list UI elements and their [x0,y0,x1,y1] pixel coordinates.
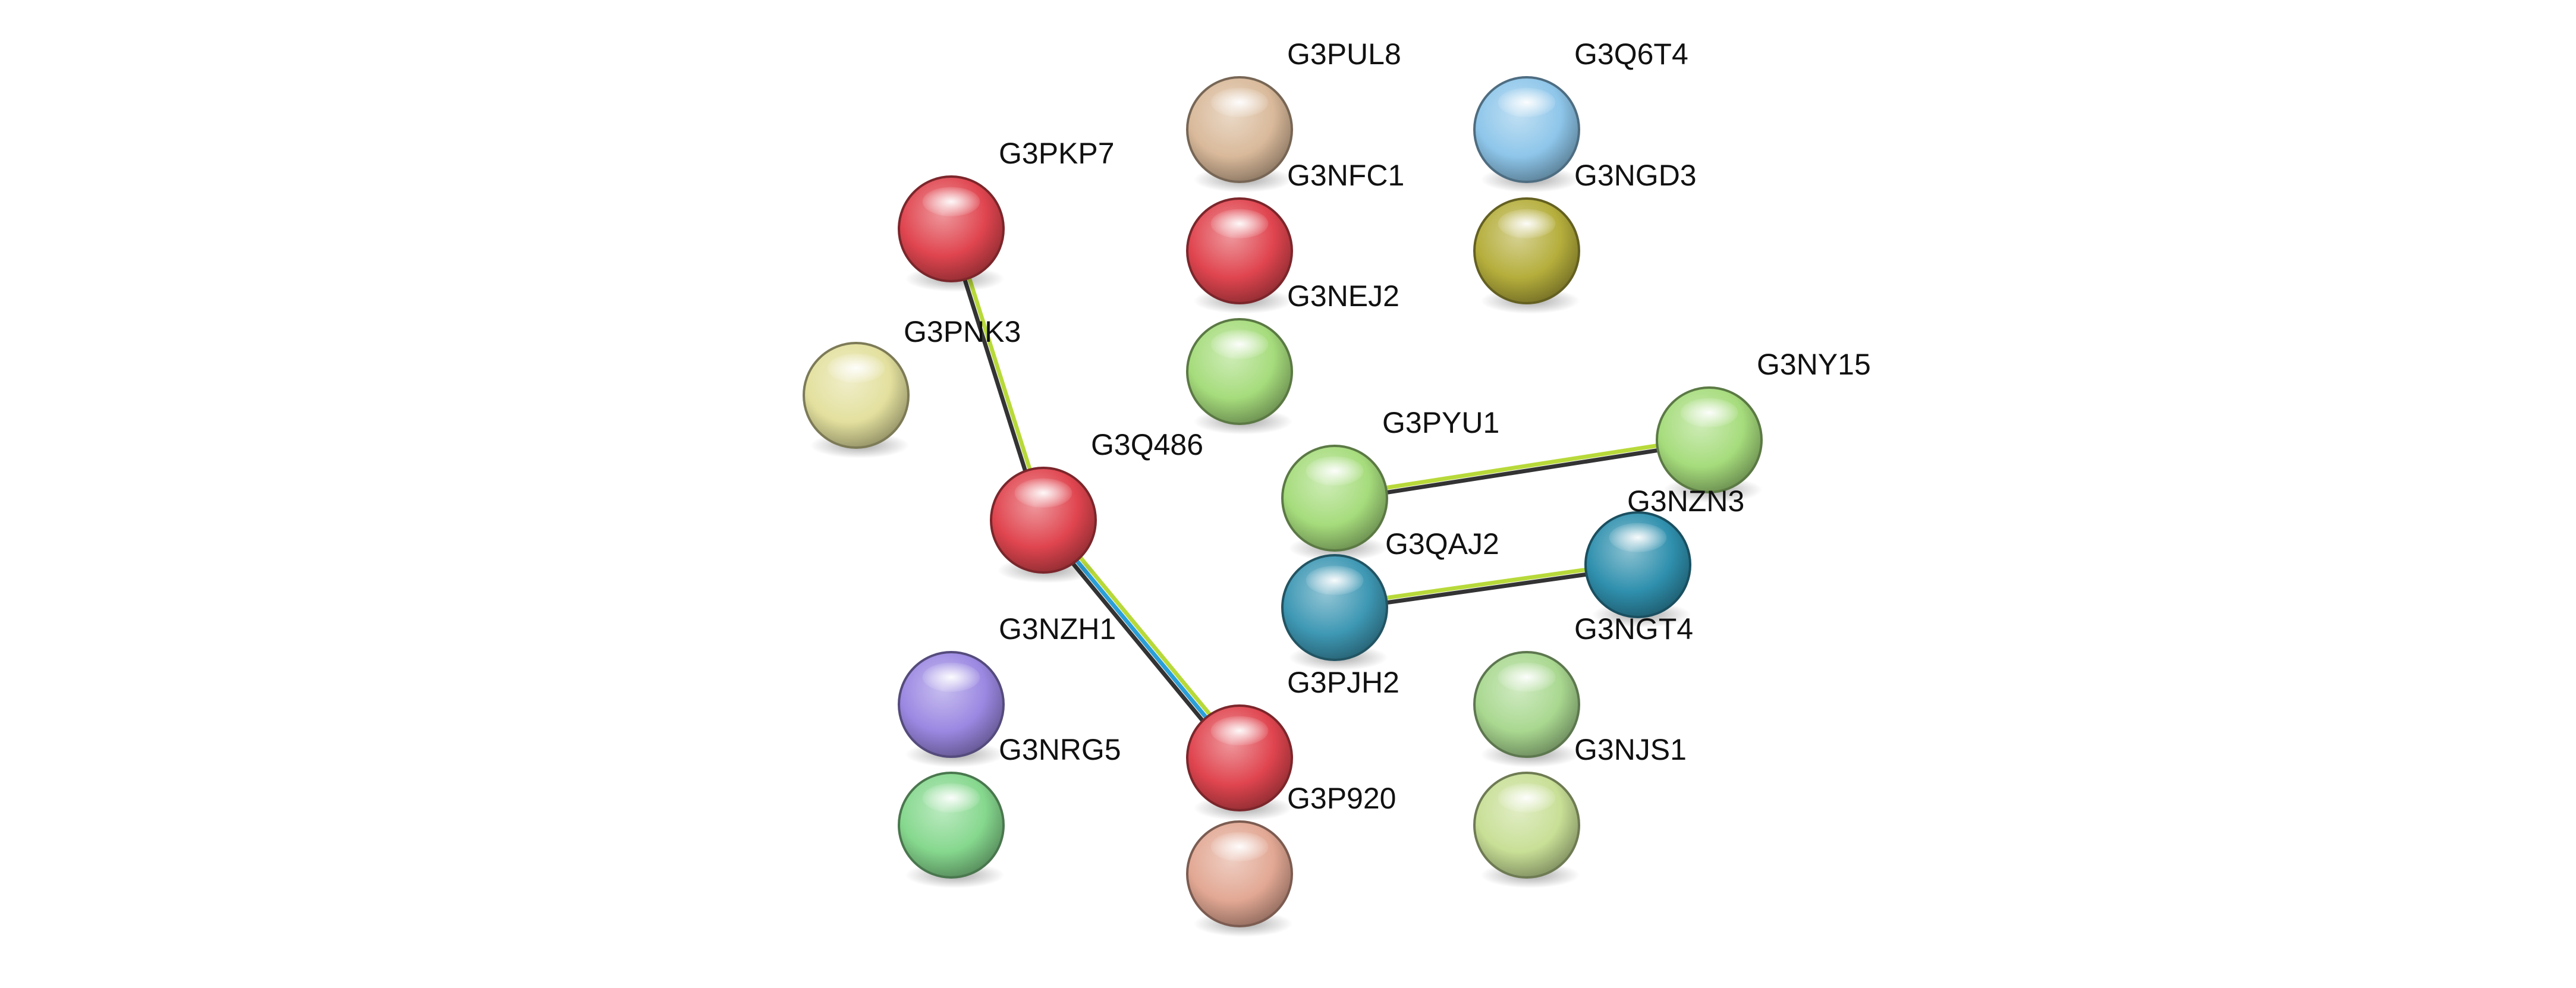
node-label: G3NZH1 [999,612,1116,646]
node-highlight [1210,329,1269,359]
node-g3ngt4[interactable]: G3NGT4 [1473,612,1693,767]
node-g3qaj2[interactable]: G3QAJ2 [1281,527,1499,671]
node-g3pkp7[interactable]: G3PKP7 [898,137,1115,292]
node-label: G3PKP7 [999,137,1115,170]
node-g3nej2[interactable]: G3NEJ2 [1186,279,1399,435]
node-label: G3Q486 [1091,428,1203,461]
node-highlight [1014,478,1072,508]
node-highlight [922,783,980,813]
node-highlight [1306,565,1364,595]
node-label: G3NY15 [1757,348,1871,381]
node-g3nzh1[interactable]: G3NZH1 [898,612,1116,767]
node-highlight [1210,209,1269,238]
node-label: G3PNK3 [904,315,1021,348]
node-highlight [1210,716,1269,745]
node-highlight [1498,783,1556,813]
node-g3pyu1[interactable]: G3PYU1 [1281,406,1499,561]
node-highlight [1609,523,1667,552]
node-g3nzn3[interactable]: G3NZN3 [1584,484,1744,628]
node-highlight [1680,398,1738,427]
node-highlight [922,187,980,216]
node-highlight [1498,662,1556,692]
node-highlight [827,353,885,383]
node-label: G3PYU1 [1382,406,1499,439]
edge-g3pyu1-g3ny15[interactable] [1332,435,1712,503]
node-g3q486[interactable]: G3Q486 [990,428,1203,583]
node-highlight [1210,87,1269,117]
node-label: G3NRG5 [999,733,1121,766]
node-g3pnk3[interactable]: G3PNK3 [803,315,1021,458]
node-label: G3PUL8 [1287,37,1401,71]
node-highlight [1306,456,1364,486]
node-label: G3PJH2 [1287,666,1399,699]
node-g3p920[interactable]: G3P920 [1186,782,1396,937]
nodes-layer: G3PUL8 G3Q6T4 G3PKP7 G3NFC1 G3NGD3 G3NEJ2 G3PN… [803,37,1871,937]
node-label: G3NJS1 [1574,733,1687,766]
node-highlight [1498,87,1556,117]
node-label: G3NGT4 [1574,612,1693,646]
node-label: G3QAJ2 [1385,527,1499,561]
node-g3ny15[interactable]: G3NY15 [1656,348,1871,503]
node-g3pul8[interactable]: G3PUL8 [1186,37,1401,193]
node-highlight [1210,832,1269,861]
node-g3nrg5[interactable]: G3NRG5 [898,733,1121,888]
node-highlight [922,662,980,692]
node-g3njs1[interactable]: G3NJS1 [1473,733,1687,888]
node-label: G3P920 [1287,782,1396,815]
node-g3pjh2[interactable]: G3PJH2 [1186,666,1399,821]
node-g3q6t4[interactable]: G3Q6T4 [1473,37,1688,193]
node-g3nfc1[interactable]: G3NFC1 [1186,159,1404,314]
node-label: G3NEJ2 [1287,279,1399,313]
edge-strand [1333,440,1712,503]
node-label: G3NZN3 [1627,484,1744,518]
edge-strand [1332,435,1711,498]
node-g3ngd3[interactable]: G3NGD3 [1473,159,1697,314]
node-label: G3NFC1 [1287,159,1404,192]
node-label: G3Q6T4 [1574,37,1688,71]
node-highlight [1498,209,1556,238]
node-label: G3NGD3 [1574,159,1697,192]
